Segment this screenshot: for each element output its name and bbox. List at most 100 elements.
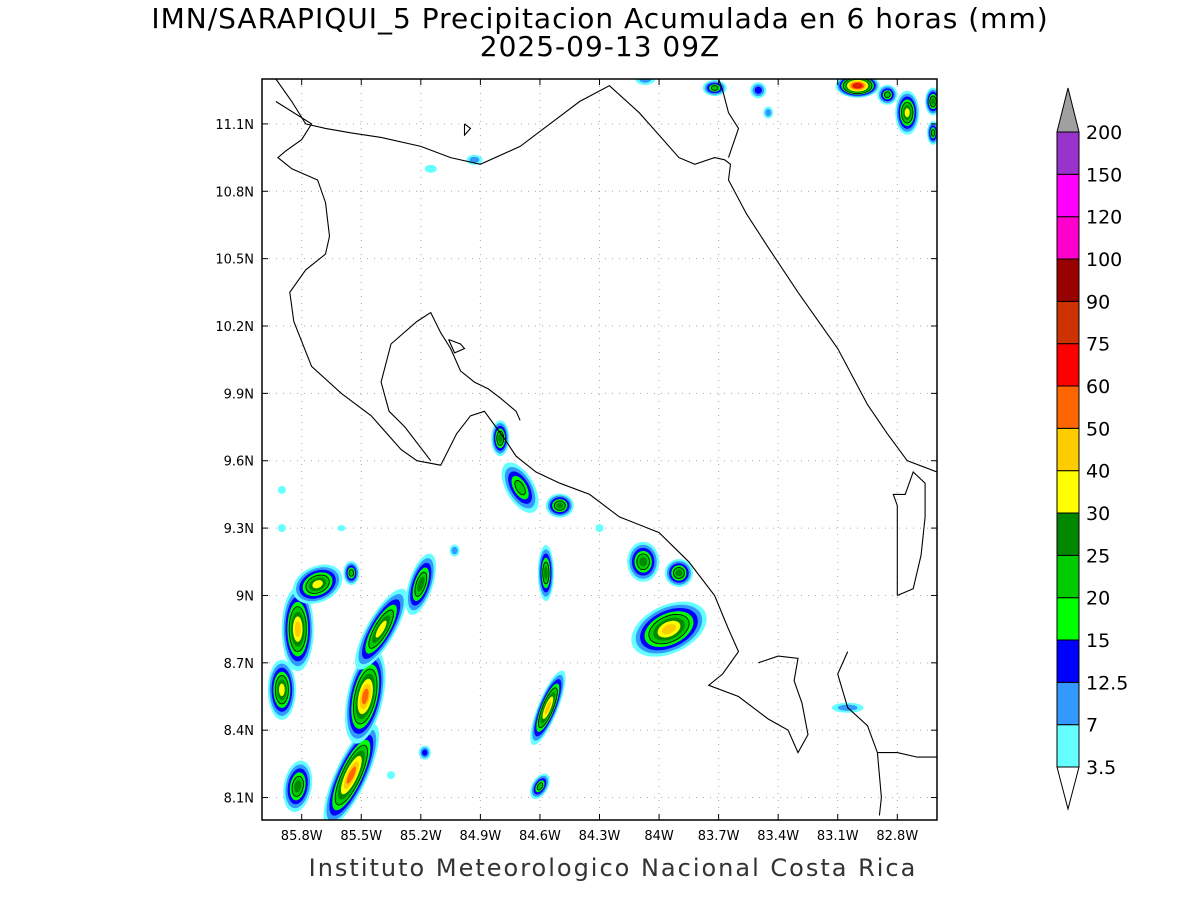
colorbar-swatch xyxy=(1056,216,1080,260)
precip-cell xyxy=(323,723,380,820)
lon-tick-label: 83.7W xyxy=(698,829,740,844)
precip-contour xyxy=(595,524,604,533)
coastline xyxy=(380,311,521,462)
colorbar-swatch xyxy=(1056,258,1080,302)
lon-tick-label: 84.6W xyxy=(519,829,561,844)
colorbar-swatch xyxy=(1056,639,1080,683)
precip-cell xyxy=(763,106,774,119)
precip-cell xyxy=(424,164,437,173)
precip-contour xyxy=(387,771,396,780)
precip-contour xyxy=(711,85,719,91)
precip-contour-line xyxy=(348,569,355,577)
precip-cell xyxy=(491,420,510,457)
precip-contour xyxy=(469,156,480,163)
lon-tick-label: 84.3W xyxy=(579,829,621,844)
precip-contour-line xyxy=(274,675,289,705)
precip-cell xyxy=(449,544,460,557)
lat-tick-label: 9.6N xyxy=(224,455,254,470)
precip-contour xyxy=(675,569,683,577)
precip-cell xyxy=(530,670,566,746)
precip-contour xyxy=(884,91,891,98)
precip-contour xyxy=(765,108,772,117)
precip-contour xyxy=(451,546,458,555)
precip-contour xyxy=(424,164,437,173)
precip-contour xyxy=(904,108,910,118)
precip-contour xyxy=(361,688,369,705)
precip-cell xyxy=(267,659,296,720)
precip-cell xyxy=(595,524,604,533)
colorbar-swatch xyxy=(1056,597,1080,641)
colorbar-label: 30 xyxy=(1086,503,1110,525)
colorbar-swatch xyxy=(1056,427,1080,472)
precip-cell xyxy=(545,493,574,518)
colorbar-swatch xyxy=(1056,131,1080,175)
precip-cell xyxy=(501,462,539,513)
precip-contour-line xyxy=(929,95,937,108)
precip-contour-line xyxy=(648,614,690,645)
colorbar-label: 7 xyxy=(1086,715,1098,737)
precip-contour xyxy=(337,525,346,532)
lat-tick-label: 9N xyxy=(236,589,254,604)
precip-cell xyxy=(750,82,767,99)
precip-cell xyxy=(631,601,707,657)
precip-contour xyxy=(931,98,935,105)
lon-tick-label: 85.2W xyxy=(400,829,442,844)
colorbar-label: 90 xyxy=(1086,291,1110,313)
colorbar-swatch xyxy=(1056,724,1080,768)
precip-contour-line xyxy=(884,91,891,99)
precip-contour-line xyxy=(542,561,550,585)
axis-ticks: 85.8W 85.5W 85.2W 84.9W 84.6W 84.3W 84W 83.7W 83… xyxy=(215,79,937,844)
lat-tick-label: 8.7N xyxy=(224,657,254,672)
precip-contour xyxy=(417,576,425,592)
precip-cell xyxy=(405,553,436,615)
precip-contour-line xyxy=(353,668,378,725)
colorbar-swatch xyxy=(1056,554,1080,599)
precip-contour-line xyxy=(368,609,394,649)
lon-tick-label: 83.4W xyxy=(757,829,799,844)
precip-contour xyxy=(638,79,652,83)
colorbar-under-arrow xyxy=(1056,766,1080,811)
colorbar-label: 150 xyxy=(1086,164,1122,186)
colorbar-label: 20 xyxy=(1086,588,1110,610)
precip-cell xyxy=(627,541,660,582)
precip-cell xyxy=(418,745,431,760)
precip-contour xyxy=(312,580,323,589)
lon-tick-label: 85.5W xyxy=(340,829,382,844)
colorbar-label: 100 xyxy=(1086,249,1122,271)
precip-contour-line xyxy=(536,782,544,791)
colorbar-label: 60 xyxy=(1086,376,1110,398)
lon-tick-label: 84.9W xyxy=(459,829,501,844)
colorbar-label: 15 xyxy=(1086,630,1110,652)
precip-contour-line xyxy=(930,129,936,137)
precip-cell xyxy=(387,771,396,780)
precip-contour xyxy=(639,556,648,567)
colorbar-swatch xyxy=(1056,470,1080,514)
coastline xyxy=(448,338,466,354)
precip-contour-line xyxy=(334,744,368,806)
colorbar-label: 75 xyxy=(1086,334,1110,356)
coastline xyxy=(275,79,937,473)
precip-contour xyxy=(278,683,285,697)
precip-cell xyxy=(337,525,346,532)
precip-contour-line xyxy=(636,553,650,571)
precip-contour xyxy=(754,86,762,94)
lat-tick-label: 11.1N xyxy=(215,118,254,133)
precip-contour-line xyxy=(514,480,526,496)
credit-footer: Instituto Meteorologico Nacional Costa R… xyxy=(308,854,918,882)
coastline xyxy=(837,651,882,816)
precip-contour xyxy=(662,623,676,635)
colorbar-swatch xyxy=(1056,681,1080,726)
colorbar-label: 200 xyxy=(1086,122,1122,144)
precip-contour xyxy=(544,700,552,715)
lon-tick-label: 85.8W xyxy=(281,829,323,844)
coastline xyxy=(718,79,740,158)
precip-contour-line xyxy=(305,574,330,594)
precip-contour xyxy=(854,84,861,88)
precip-contour-line xyxy=(553,500,566,511)
colorbar-swatch xyxy=(1056,343,1080,387)
precip-contour xyxy=(349,569,354,577)
coastline xyxy=(877,752,937,758)
precip-contour xyxy=(294,621,301,637)
lat-tick-label: 8.4N xyxy=(224,724,254,739)
coastlines xyxy=(275,79,937,816)
